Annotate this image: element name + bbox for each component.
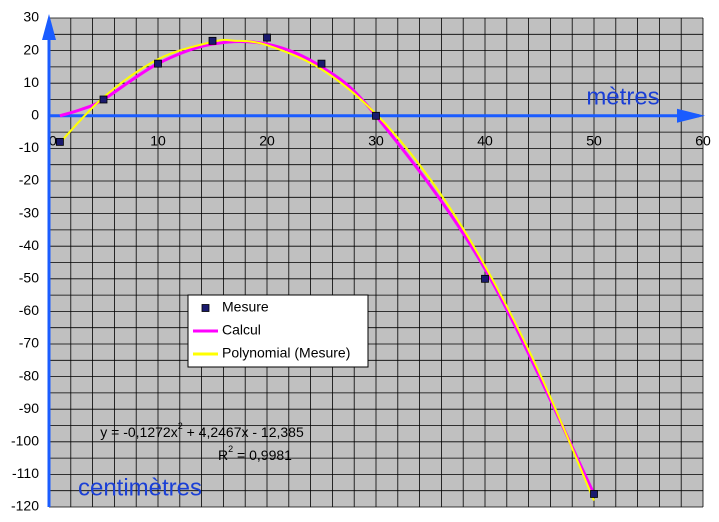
x-tick-label: 60 <box>695 133 711 149</box>
marker <box>481 274 489 283</box>
y-tick-label: -40 <box>19 237 39 253</box>
x-tick-label: 30 <box>368 133 384 149</box>
y-tick-label: 30 <box>23 9 39 25</box>
y-tick-label: -10 <box>19 139 39 155</box>
x-tick-label: 10 <box>150 133 166 149</box>
y-tick-label: 0 <box>31 107 39 123</box>
legend-label: Mesure <box>222 299 269 315</box>
r-squared: R2 = 0,9981 <box>218 444 292 462</box>
x-tick-label: 40 <box>477 133 493 149</box>
marker <box>56 137 64 146</box>
y-tick-label: -20 <box>19 172 39 188</box>
equation: y = -0,1272x2 + 4,2467x - 12,385 <box>100 421 304 439</box>
y-tick-label: -110 <box>12 465 39 481</box>
x-axis-arrow <box>677 108 705 123</box>
y-tick-label: 10 <box>23 74 39 90</box>
y-tick-label: -60 <box>19 302 39 318</box>
marker <box>99 95 108 104</box>
x-axis-label: mètres <box>586 83 659 110</box>
r-squared-part: R <box>218 447 228 463</box>
y-tick-label: -90 <box>19 400 39 416</box>
y-tick-label: -30 <box>19 204 39 220</box>
marker <box>317 59 326 68</box>
equation-exponent: 2 <box>178 421 183 431</box>
r-squared-part: = 0,9981 <box>233 447 292 463</box>
marker <box>208 36 217 45</box>
y-tick-label: -100 <box>11 433 39 449</box>
y-axis-label: centimètres <box>78 474 202 501</box>
y-tick-label: -50 <box>19 270 39 286</box>
y-axis-arrow <box>42 14 56 40</box>
equation-part: + 4,2467x - 12,385 <box>183 424 304 440</box>
legend-label: Polynomial (Mesure) <box>222 345 350 361</box>
x-tick-label: 0 <box>49 133 57 149</box>
marker <box>263 33 271 42</box>
series-line <box>59 38 595 502</box>
y-tick-label: -120 <box>11 498 39 514</box>
x-tick-label: 20 <box>259 133 275 149</box>
legend-label: Calcul <box>222 322 261 338</box>
legend-swatch <box>201 304 210 312</box>
marker <box>590 490 598 498</box>
y-tick-label: -70 <box>19 335 39 351</box>
y-tick-label: -80 <box>19 367 39 383</box>
r-squared-exponent: 2 <box>228 444 233 454</box>
marker <box>154 59 162 68</box>
x-tick-label: 50 <box>586 133 602 149</box>
equation-part: y = -0,1272x <box>100 424 177 440</box>
y-tick-label: 20 <box>23 41 39 57</box>
marker <box>372 111 380 120</box>
